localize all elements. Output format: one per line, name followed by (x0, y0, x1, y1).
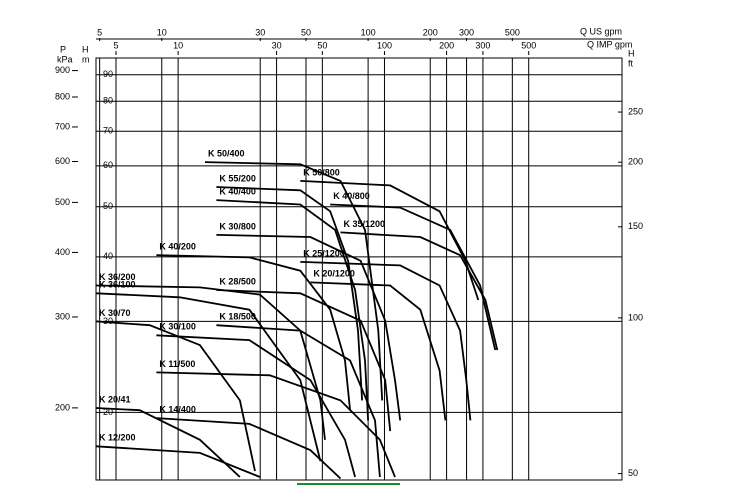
x2-tick-label: 50 (317, 40, 327, 50)
x-tick-label: 10 (157, 27, 167, 37)
p-tick-label: 800 (55, 91, 70, 101)
x-tick-label: 200 (423, 27, 438, 37)
pump-curve (95, 407, 241, 478)
pump-curve (95, 292, 322, 462)
curve-label: K 20/1200 (313, 269, 355, 279)
x2-axis-label: Q IMP gpm (587, 39, 632, 49)
y-axis-unit: m (82, 54, 90, 64)
x-tick-label: 30 (255, 27, 265, 37)
y2-tick-label: 50 (628, 468, 638, 478)
p-tick-label: 500 (55, 197, 70, 207)
pump-curve (216, 234, 402, 421)
x2-tick-label: 30 (272, 40, 282, 50)
x2-tick-label: 300 (475, 40, 490, 50)
plot-frame (95, 57, 623, 481)
x2-tick-label: 100 (377, 40, 392, 50)
pump-curve (216, 324, 381, 478)
y-tick-label: 20 (103, 407, 113, 417)
curve-label: K 11/500 (159, 359, 195, 369)
curve-label: K 14/400 (159, 404, 196, 414)
x2-tick-label: 5 (113, 40, 118, 50)
y-tick-label: 90 (103, 69, 113, 79)
pump-curve (95, 284, 326, 440)
y2-axis-label: H (628, 48, 635, 58)
x-tick-label: 100 (361, 27, 376, 37)
pump-curve (216, 289, 392, 432)
y-tick-label: 60 (103, 160, 113, 170)
pump-curve (156, 334, 356, 478)
pump-curve (95, 445, 261, 478)
curve-label: K 20/41 (99, 394, 131, 404)
curve-label: K 40/200 (159, 242, 196, 252)
y-axis-label: H (82, 44, 89, 54)
curve-label: K 55/200 (219, 173, 256, 183)
p-tick-label: 900 (55, 65, 70, 75)
x-axis-label: Q US gpm (580, 26, 622, 36)
curve-label: K 40/800 (333, 191, 370, 201)
pump-curve (310, 281, 447, 421)
y2-tick-label: 200 (628, 157, 643, 167)
x2-tick-label: 10 (173, 40, 183, 50)
y2-tick-label: 100 (628, 312, 643, 322)
curve-label: K 25/1200 (303, 248, 345, 258)
p-tick-label: 400 (55, 247, 70, 257)
x2-tick-label: 200 (439, 40, 454, 50)
p-tick-label: 600 (55, 156, 70, 166)
pump-curve (300, 180, 480, 301)
x-tick-label: 500 (505, 27, 520, 37)
p-axis-label: P (60, 44, 66, 54)
p-tick-label: 200 (55, 402, 70, 412)
y2-tick-label: 250 (628, 106, 643, 116)
pump-curve (300, 261, 472, 421)
curve-label: K 18/500 (219, 312, 256, 322)
x-tick-label: 50 (301, 27, 311, 37)
curve-label: K 30/70 (99, 308, 131, 318)
y-tick-label: 30 (103, 316, 113, 326)
curve-label: K 35/1200 (344, 219, 386, 229)
pump-curve (216, 199, 369, 421)
curve-label: K 36/200 (99, 272, 136, 282)
y-tick-label: 80 (103, 96, 113, 106)
curve-label: K 28/500 (219, 276, 256, 286)
x2-tick-label: 500 (521, 40, 536, 50)
x-tick-label: 5 (97, 27, 102, 37)
y-tick-label: 70 (103, 126, 113, 136)
curve-label: K 50/800 (303, 167, 340, 177)
pump-curve (340, 231, 499, 351)
pump-curve (156, 371, 396, 478)
pump-curve (216, 186, 363, 401)
p-axis-unit: kPa (57, 54, 73, 64)
y2-tick-label: 150 (628, 221, 643, 231)
curve-label: K 30/800 (219, 221, 256, 231)
p-tick-label: 700 (55, 121, 70, 131)
y-tick-label: 40 (103, 251, 113, 261)
p-tick-label: 300 (55, 311, 70, 321)
pump-curve (330, 203, 497, 351)
y-tick-label: 50 (103, 201, 113, 211)
pump-curve (156, 417, 342, 480)
curve-label: K 30/100 (159, 322, 196, 332)
curve-label: K 36/100 (99, 280, 136, 290)
curve-label: K 40/400 (219, 186, 256, 196)
x-tick-label: 300 (459, 27, 474, 37)
y2-axis-unit: ft (628, 58, 634, 68)
pump-curve (156, 254, 351, 411)
curve-label: K 12/200 (99, 433, 136, 443)
curve-label: K 50/400 (208, 148, 245, 158)
